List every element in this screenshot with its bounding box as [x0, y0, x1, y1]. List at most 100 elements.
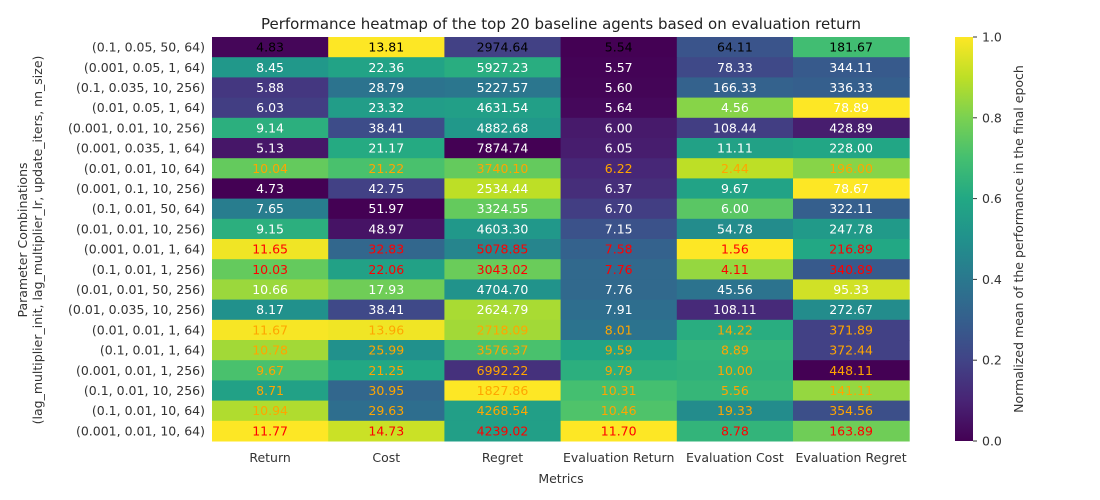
heatmap-cell [328, 319, 445, 341]
heatmap-cell [676, 138, 794, 159]
heatmap-cell [328, 279, 445, 301]
y-axis-label: Parameter Combinations (lag_multiplier_i… [15, 56, 45, 425]
heatmap-cell-label: 5.57 [605, 60, 633, 75]
y-tick-label: (0.01, 0.01, 10, 256) [76, 221, 205, 236]
heatmap-cell-label: 5.88 [256, 80, 284, 95]
heatmap-cell-label: 2.44 [721, 161, 749, 176]
colorbar-tick-label: 0.2 [982, 353, 1002, 368]
heatmap-cell-label: 10.66 [252, 282, 288, 297]
y-tick-label: (0.001, 0.05, 1, 64) [84, 60, 205, 75]
heatmap-cell [793, 239, 910, 260]
heatmap-cell-label: 54.78 [717, 221, 753, 236]
y-tick-label: (0.001, 0.035, 1, 64) [76, 141, 205, 156]
heatmap-cell-label: 336.33 [829, 80, 873, 95]
heatmap-cell [793, 77, 910, 99]
heatmap-cell [212, 218, 329, 240]
heatmap-cell [328, 360, 445, 381]
heatmap-cell-label: 4.73 [256, 181, 284, 196]
heatmap-cell [212, 259, 329, 280]
heatmap-cell-label: 7.65 [256, 201, 284, 216]
heatmap-cell-label: 10.46 [601, 403, 637, 418]
heatmap-cell-label: 4.11 [721, 262, 749, 277]
heatmap-cell-label: 108.44 [713, 120, 757, 135]
heatmap-cell [793, 400, 910, 422]
heatmap-cell [793, 420, 910, 442]
heatmap-cell [212, 319, 329, 341]
heatmap-cell-label: 5.54 [605, 40, 633, 55]
heatmap-cell-labels: 4.83 13.81 2974.64 5.54 64.11 181.67 8.45 22.36… [252, 40, 873, 439]
heatmap-cell [560, 259, 678, 280]
heatmap-cell-label: 21.22 [368, 161, 404, 176]
heatmap-cells [212, 37, 910, 442]
heatmap-cell [676, 239, 794, 260]
heatmap-cell-label: 17.93 [368, 282, 404, 297]
heatmap-cell-label: 8.89 [721, 343, 749, 358]
heatmap-cell [676, 299, 794, 321]
heatmap-cell-label: 6992.22 [477, 363, 529, 378]
heatmap-cell-label: 6.00 [605, 120, 633, 135]
heatmap-cell-label: 32.83 [368, 242, 404, 257]
heatmap-cell [793, 178, 910, 200]
heatmap-cell [444, 259, 562, 280]
heatmap-cell [560, 57, 678, 78]
heatmap-cell-label: 354.56 [829, 403, 873, 418]
colorbar-tick-label: 0.6 [982, 191, 1002, 206]
heatmap-cell [444, 158, 562, 179]
heatmap-cell-label: 4.56 [721, 100, 749, 115]
heatmap-cell [444, 117, 562, 139]
heatmap-cell-label: 45.56 [717, 282, 753, 297]
heatmap-cell [212, 279, 329, 301]
heatmap-cell-label: 2974.64 [477, 40, 529, 55]
heatmap-cell [793, 319, 910, 341]
heatmap-cell-label: 9.14 [256, 120, 284, 135]
colorbar-tick-label: 0.0 [982, 434, 1002, 449]
y-tick-label: (0.01, 0.01, 50, 256) [76, 282, 205, 297]
heatmap-cell-label: 6.00 [721, 201, 749, 216]
heatmap-cell-label: 42.75 [368, 181, 404, 196]
heatmap-cell [560, 178, 678, 200]
heatmap-cell [212, 380, 329, 402]
heatmap-cell [328, 117, 445, 139]
heatmap-cell-label: 6.70 [605, 201, 633, 216]
heatmap-cell [444, 138, 562, 159]
heatmap-cell-label: 10.78 [252, 343, 288, 358]
heatmap-cell [793, 279, 910, 301]
heatmap-cell [212, 57, 329, 78]
heatmap-cell-label: 11.77 [252, 423, 288, 438]
heatmap-cell-label: 7.91 [605, 302, 633, 317]
y-tick-labels: (0.1, 0.05, 50, 64) (0.001, 0.05, 1, 64) (… [68, 40, 205, 439]
heatmap-cell-label: 14.22 [717, 322, 753, 337]
y-tick-label: (0.1, 0.01, 10, 64) [92, 403, 205, 418]
heatmap-cell-label: 2718.09 [477, 322, 529, 337]
heatmap-cell [793, 259, 910, 280]
x-tick-label: Evaluation Cost [686, 450, 784, 465]
heatmap-cell [328, 178, 445, 200]
heatmap-cell [212, 299, 329, 321]
heatmap-cell [793, 117, 910, 139]
heatmap-cell-label: 272.67 [829, 302, 873, 317]
heatmap-cell-label: 5.60 [605, 80, 633, 95]
heatmap-cell [676, 420, 794, 442]
heatmap-cell [328, 218, 445, 240]
heatmap-cell-label: 11.11 [717, 141, 753, 156]
heatmap-cell-label: 23.32 [368, 100, 404, 115]
heatmap-cell [212, 138, 329, 159]
heatmap-cell [328, 158, 445, 179]
heatmap-cell-label: 163.89 [829, 423, 873, 438]
heatmap-cell-label: 38.41 [368, 302, 404, 317]
heatmap-cell [560, 340, 678, 361]
colorbar-tick-label: 0.4 [982, 272, 1002, 287]
heatmap-cell-label: 9.15 [256, 221, 284, 236]
heatmap-cell [676, 380, 794, 402]
heatmap-cell [560, 198, 678, 220]
heatmap-cell [676, 178, 794, 200]
heatmap-cell-label: 64.11 [717, 40, 753, 55]
heatmap-cell [328, 239, 445, 260]
heatmap-cell [793, 340, 910, 361]
heatmap-cell [212, 77, 329, 99]
heatmap-cell-label: 8.17 [256, 302, 284, 317]
heatmap-cell [793, 380, 910, 402]
heatmap-cell-label: 108.11 [713, 302, 757, 317]
heatmap-cell [676, 319, 794, 341]
